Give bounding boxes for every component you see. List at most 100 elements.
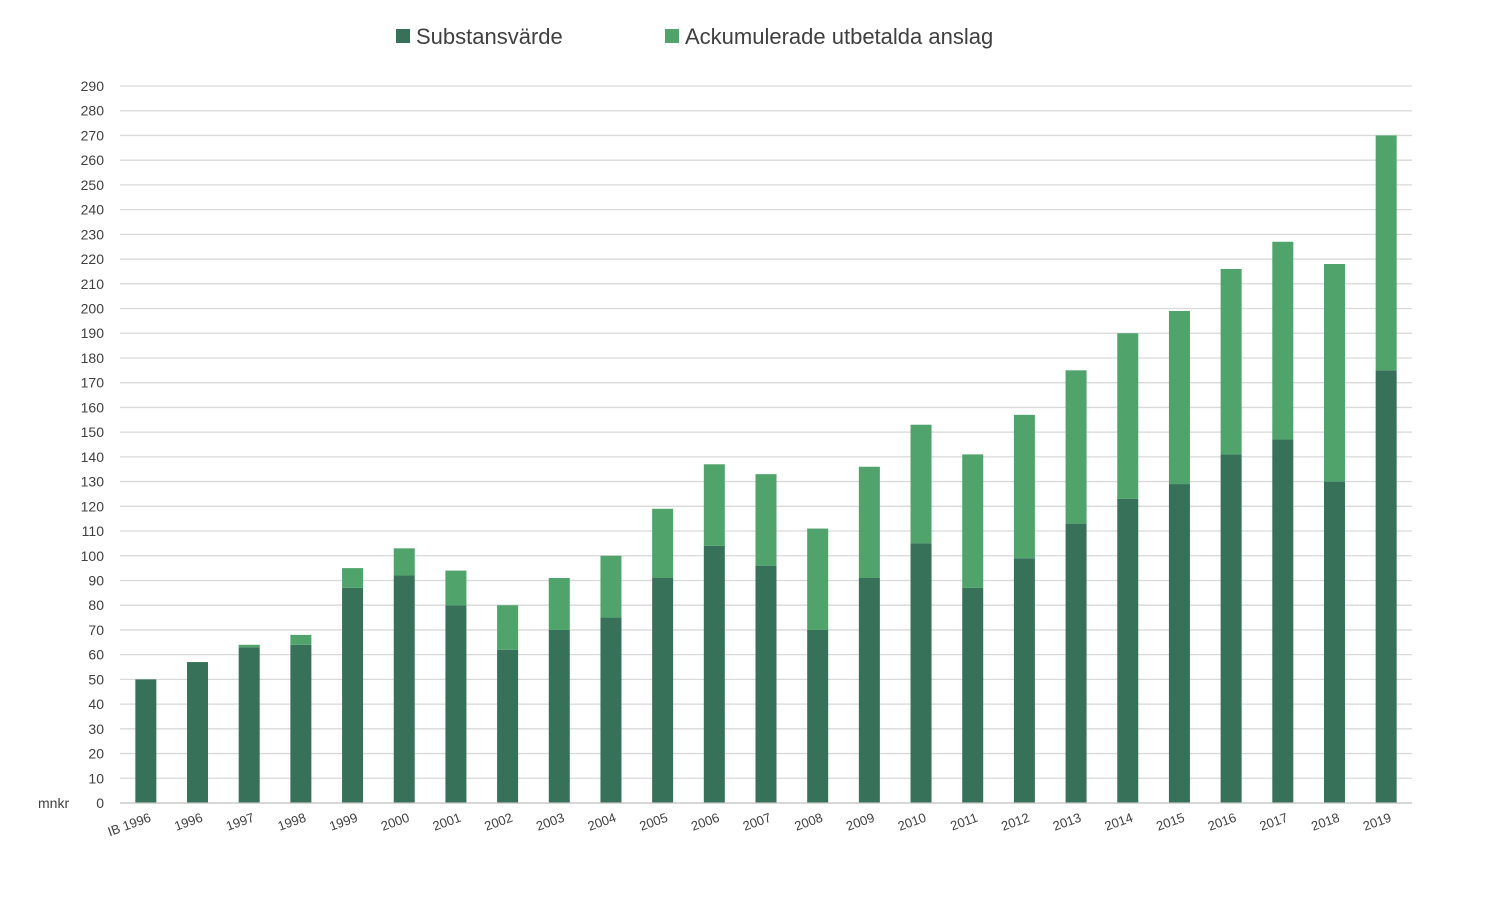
bar-ackumulerade xyxy=(497,605,519,650)
bar-substansvarde xyxy=(135,679,157,803)
bar-ackumulerade xyxy=(703,464,725,546)
x-tick-label: 2008 xyxy=(792,810,824,834)
y-tick-label: 290 xyxy=(81,78,105,94)
y-tick-label: 190 xyxy=(81,325,105,341)
bar-ackumulerade xyxy=(445,570,467,606)
y-tick-label: 0 xyxy=(96,795,104,811)
bar-ackumulerade xyxy=(1168,310,1190,485)
y-axis-unit-label: mnkr xyxy=(38,795,69,811)
bar-substansvarde xyxy=(1168,484,1190,803)
bar-ackumulerade xyxy=(600,555,622,618)
bar-substansvarde xyxy=(1272,439,1294,803)
legend-swatch-ackumulerade xyxy=(665,29,679,43)
bar-ackumulerade xyxy=(755,474,777,566)
y-tick-label: 220 xyxy=(81,251,105,267)
x-tick-label: 2019 xyxy=(1361,810,1393,834)
bar-substansvarde xyxy=(1375,370,1397,803)
bar-substansvarde xyxy=(807,629,829,803)
y-tick-label: 230 xyxy=(81,226,105,242)
bar-ackumulerade xyxy=(393,548,415,576)
bar-ackumulerade xyxy=(807,528,829,630)
bar-ackumulerade xyxy=(1220,268,1242,455)
y-axis-ticks: 0 10 20 30 40 50 60 70 80 90 100 110 120 130 140 150 160… xyxy=(81,78,105,811)
bar-substansvarde xyxy=(497,649,519,803)
x-tick-label: 2015 xyxy=(1154,810,1186,834)
x-tick-label: 2003 xyxy=(534,810,566,834)
x-tick-label: 2014 xyxy=(1102,810,1134,834)
bar-ackumulerade xyxy=(652,508,674,579)
bar-substansvarde xyxy=(858,578,880,803)
x-tick-label: 2001 xyxy=(431,810,463,834)
bar-substansvarde xyxy=(1117,498,1139,803)
y-tick-label: 120 xyxy=(81,498,105,514)
x-axis-ticks: IB 1996 1996 1997 1998 1999 2000 2001 2002 2003 2… xyxy=(106,810,1394,839)
bar-substansvarde xyxy=(652,578,674,803)
legend-swatch-substansvarde xyxy=(396,29,410,43)
bar-substansvarde xyxy=(342,587,364,803)
y-tick-label: 80 xyxy=(88,597,104,613)
bar-substansvarde xyxy=(1220,454,1242,803)
bar-substansvarde xyxy=(393,575,415,803)
y-tick-label: 210 xyxy=(81,276,105,292)
bar-ackumulerade xyxy=(858,466,880,579)
x-tick-label: 2018 xyxy=(1309,810,1341,834)
y-tick-label: 170 xyxy=(81,375,105,391)
y-tick-label: 280 xyxy=(81,103,105,119)
y-tick-label: 180 xyxy=(81,350,105,366)
bar-substansvarde xyxy=(548,629,570,803)
bar-ackumulerade xyxy=(910,424,932,544)
y-tick-label: 240 xyxy=(81,202,105,218)
x-tick-label: 2000 xyxy=(379,810,411,834)
y-tick-label: 50 xyxy=(88,671,104,687)
bar-substansvarde xyxy=(1323,481,1345,803)
x-tick-label: 2017 xyxy=(1258,810,1290,834)
y-tick-label: 250 xyxy=(81,177,105,193)
y-tick-label: 270 xyxy=(81,127,105,143)
x-tick-label: 1997 xyxy=(224,810,256,834)
legend-label-ackumulerade: Ackumulerade utbetalda anslag xyxy=(685,24,993,49)
bar-substansvarde xyxy=(1013,558,1035,803)
y-tick-label: 150 xyxy=(81,424,105,440)
legend-item-substansvarde: Substansvärde xyxy=(396,24,563,49)
x-tick-label: 2012 xyxy=(999,810,1031,834)
x-tick-label: 1996 xyxy=(172,810,204,834)
y-tick-label: 140 xyxy=(81,449,105,465)
bar-ackumulerade xyxy=(1375,135,1397,371)
bar-substansvarde xyxy=(290,644,312,803)
bar-substansvarde xyxy=(703,545,725,803)
bar-ackumulerade xyxy=(548,578,570,630)
x-tick-label: 2007 xyxy=(741,810,773,834)
legend-label-substansvarde: Substansvärde xyxy=(416,24,563,49)
x-tick-label: 2005 xyxy=(637,810,669,834)
bar-ackumulerade xyxy=(1013,414,1035,559)
bar-ackumulerade xyxy=(1323,264,1345,482)
legend-item-ackumulerade: Ackumulerade utbetalda anslag xyxy=(665,24,993,49)
x-tick-label: 2013 xyxy=(1051,810,1083,834)
bar-substansvarde xyxy=(600,617,622,803)
x-tick-label: 1998 xyxy=(276,810,308,834)
bar-substansvarde xyxy=(962,587,984,803)
bar-ackumulerade xyxy=(238,644,260,648)
y-tick-label: 130 xyxy=(81,474,105,490)
bar-substansvarde xyxy=(187,662,209,803)
y-tick-label: 90 xyxy=(88,572,104,588)
x-tick-label: 2006 xyxy=(689,810,721,834)
y-tick-label: 100 xyxy=(81,548,105,564)
x-tick-label: 2004 xyxy=(586,810,618,834)
x-tick-label: 2016 xyxy=(1206,810,1238,834)
y-tick-label: 40 xyxy=(88,696,104,712)
legend: Substansvärde Ackumulerade utbetalda ans… xyxy=(396,24,993,49)
x-tick-label: 2010 xyxy=(896,810,928,834)
bar-ackumulerade xyxy=(342,568,364,588)
bar-substansvarde xyxy=(1065,523,1087,803)
x-tick-label: 2002 xyxy=(482,810,514,834)
y-tick-label: 70 xyxy=(88,622,104,638)
y-tick-label: 200 xyxy=(81,301,105,317)
bar-substansvarde xyxy=(238,647,260,803)
y-tick-label: 20 xyxy=(88,746,104,762)
y-tick-label: 160 xyxy=(81,399,105,415)
bar-ackumulerade xyxy=(1065,370,1087,524)
y-tick-label: 60 xyxy=(88,647,104,663)
